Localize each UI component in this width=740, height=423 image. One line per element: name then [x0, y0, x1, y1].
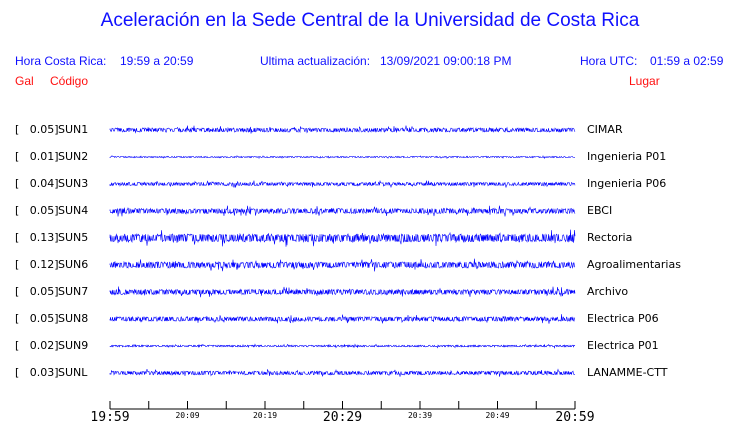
tick-label: 19:59 [90, 410, 129, 423]
station-place: LANAMME-CTT [587, 366, 668, 379]
gal-header: Gal [15, 74, 34, 88]
station-gal: [ 0.05] [15, 123, 59, 136]
lugar-header: Lugar [629, 74, 660, 88]
codigo-header: Código [50, 74, 89, 88]
station-place: Electrica P06 [587, 312, 659, 325]
hora-cr-label: Hora Costa Rica: [15, 54, 107, 68]
trace-SUN2 [109, 155, 575, 160]
station-code: SUN5 [58, 231, 89, 244]
station-gal: [ 0.03] [15, 366, 59, 379]
tick-label: 20:09 [175, 411, 199, 420]
trace-SUN4 [109, 205, 576, 217]
station-place: Rectoria [587, 231, 633, 244]
station-gal: [ 0.04] [15, 177, 59, 190]
update-label: Ultima actualización: [260, 54, 371, 68]
station-gal: [ 0.01] [15, 150, 59, 163]
tick-label: 20:39 [408, 411, 432, 420]
station-code: SUN6 [58, 258, 89, 271]
trace-SUN1 [109, 125, 576, 134]
trace-SUNL [109, 368, 575, 377]
tick-label: 20:59 [555, 410, 594, 423]
tick-label: 20:19 [253, 411, 277, 420]
station-gal: [ 0.05] [15, 204, 59, 217]
station-gal: [ 0.12] [15, 258, 59, 271]
trace-SUN6 [109, 258, 576, 272]
trace-SUN8 [109, 314, 576, 324]
station-place: Archivo [587, 285, 629, 298]
tick-label: 20:29 [323, 410, 362, 423]
hora-utc-value: 01:59 a 02:59 [650, 54, 724, 68]
trace-SUN5 [109, 229, 576, 247]
station-code: SUN8 [58, 312, 89, 325]
update-value: 13/09/2021 09:00:18 PM [380, 54, 512, 68]
station-code: SUN3 [58, 177, 89, 190]
station-place: Agroalimentarias [587, 258, 681, 271]
station-gal: [ 0.13] [15, 231, 59, 244]
trace-SUN3 [109, 180, 576, 188]
station-code: SUNL [58, 366, 88, 379]
tick-label: 20:49 [485, 411, 509, 420]
station-place: Ingenieria P01 [587, 150, 667, 163]
hora-utc-label: Hora UTC: [580, 54, 638, 68]
trace-SUN7 [109, 286, 576, 298]
station-place: Ingenieria P06 [587, 177, 667, 190]
station-code: SUN9 [58, 339, 89, 352]
station-place: CIMAR [587, 123, 623, 136]
station-gal: [ 0.05] [15, 312, 59, 325]
hora-cr-value: 19:59 a 20:59 [120, 54, 194, 68]
station-gal: [ 0.05] [15, 285, 59, 298]
station-code: SUN4 [58, 204, 89, 217]
station-code: SUN7 [58, 285, 89, 298]
station-code: SUN2 [58, 150, 89, 163]
page-title: Aceleración en la Sede Central de la Uni… [100, 10, 640, 31]
station-place: EBCI [587, 204, 613, 217]
station-place: Electrica P01 [587, 339, 659, 352]
station-code: SUN1 [58, 123, 89, 136]
trace-SUN9 [109, 343, 576, 349]
station-gal: [ 0.02] [15, 339, 59, 352]
